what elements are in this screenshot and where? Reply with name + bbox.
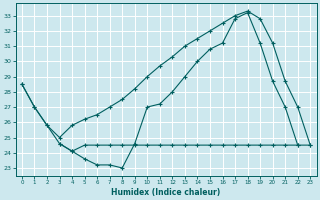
X-axis label: Humidex (Indice chaleur): Humidex (Indice chaleur) [111,188,221,197]
